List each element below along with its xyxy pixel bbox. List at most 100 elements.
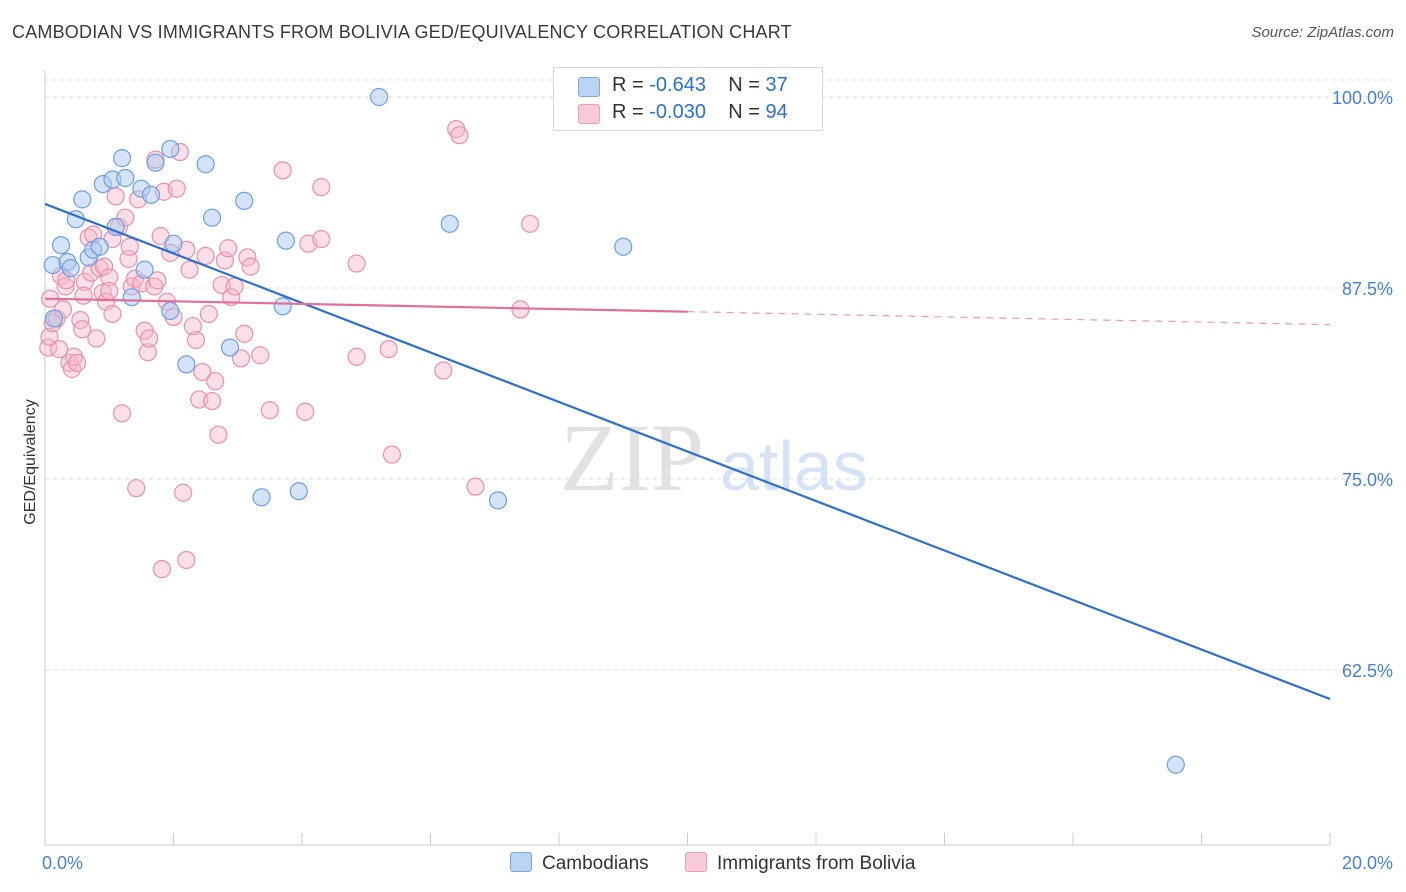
bolivia-point [180, 260, 199, 279]
bolivia-point [209, 425, 228, 444]
cambodian-point [488, 491, 508, 510]
cambodian-point [43, 255, 62, 275]
cambodian-point [141, 185, 161, 204]
bolivia-point [199, 304, 218, 324]
bolivia-point [103, 304, 122, 324]
bolivia-trend-line-extension [687, 311, 1331, 326]
cambodian-point [177, 355, 196, 374]
legend-n-label: N = [728, 101, 766, 123]
bolivia-point [347, 254, 366, 273]
cambodian-point [252, 488, 271, 507]
bolivia-point [450, 126, 469, 145]
bolivia-point [68, 353, 87, 372]
axes [44, 70, 1331, 846]
bolivia-point [139, 329, 159, 348]
bolivia-point [312, 178, 331, 197]
bolivia-point [379, 340, 398, 359]
bolivia-point [520, 214, 540, 233]
trend-lines [44, 202, 1331, 701]
bolivia-point [202, 391, 222, 411]
y-tick-label: 62.5% [1342, 661, 1393, 681]
y-tick-label: 100.0% [1332, 88, 1393, 108]
bolivia-point [100, 281, 119, 301]
x-tick-label: 0.0% [42, 853, 83, 873]
bolivia-point [87, 329, 106, 348]
bottom-legend-label: Immigrants from Bolivia [717, 853, 916, 874]
cambodian-point [235, 191, 254, 211]
bolivia-point [206, 372, 225, 391]
bolivia-point [186, 330, 206, 350]
cambodian-point [90, 237, 109, 256]
cambodian-point [220, 338, 240, 357]
correlation-legend: R = -0.643 N = 37 R = -0.030 N = 94 [553, 67, 823, 131]
legend-r-label: R = [612, 74, 650, 96]
bolivia-point [152, 560, 172, 579]
y-tick-label: 75.0% [1342, 470, 1393, 490]
bottom-legend-swatch-pink [685, 852, 707, 872]
bolivia-point [273, 161, 292, 180]
cambodian-point [116, 168, 135, 188]
legend-swatch-blue [578, 77, 600, 97]
cambodian-point [161, 301, 180, 321]
y-tick-label: 87.5% [1342, 279, 1393, 299]
cambodian-point [370, 87, 389, 107]
bolivia-point [40, 327, 59, 346]
legend-n-label: N = [728, 74, 766, 96]
legend-n-value: 37 [765, 74, 788, 96]
bolivia-point [50, 340, 69, 359]
bolivia-point [106, 187, 125, 206]
bottom-legend-swatch-blue [510, 852, 532, 872]
bolivia-point [74, 286, 93, 305]
cambodian-point [440, 214, 459, 233]
bolivia-point [177, 550, 196, 570]
cambodian-trend-line [44, 202, 1331, 701]
cambodian-point [73, 190, 92, 209]
legend-r-label: R = [612, 101, 650, 123]
y-axis-label: GED/Equivalency [22, 399, 39, 524]
bolivia-point [148, 271, 167, 290]
bolivia-point [167, 179, 186, 198]
cambodian-point [146, 153, 165, 172]
source-credit: Source: ZipAtlas.com [1251, 24, 1394, 41]
bolivia-point [241, 257, 260, 276]
cambodian-point [276, 231, 296, 250]
bolivia-point [127, 479, 146, 498]
cambodian-point [289, 482, 308, 501]
legend-r-value: -0.030 [649, 101, 706, 123]
bolivia-point [112, 404, 132, 423]
bolivia-point [73, 320, 92, 339]
bolivia-point [56, 277, 75, 296]
watermark-zip: ZIP [560, 404, 704, 511]
bolivia-point [434, 361, 453, 380]
bolivia-point [347, 347, 366, 366]
bolivia-point [235, 324, 254, 343]
legend-r-value: -0.643 [649, 74, 706, 96]
bolivia-point [138, 343, 157, 362]
bolivia-point [312, 230, 331, 249]
bottom-legend-bolivia: Immigrants from Bolivia [685, 852, 916, 875]
bolivia-point [466, 477, 485, 496]
cambodian-point [273, 297, 292, 316]
cambodian-point [122, 288, 141, 307]
cambodian-point [112, 149, 132, 168]
bolivia-point [231, 349, 251, 368]
bolivia-point [71, 310, 90, 330]
bolivia-point [174, 483, 193, 502]
bolivia-point [196, 246, 215, 266]
cambodian-point [196, 155, 215, 174]
bolivia-point [225, 277, 244, 296]
bolivia-point [193, 362, 212, 382]
cambodian-point [161, 139, 180, 159]
grid-lines [45, 79, 1392, 671]
cambodian-point [202, 208, 222, 227]
legend-swatch-pink [578, 104, 600, 124]
bolivia-point [382, 445, 402, 464]
cambodian-point [614, 237, 633, 256]
bolivia-point [75, 272, 94, 291]
bolivia-point [260, 401, 279, 420]
bolivia-points [39, 119, 540, 579]
x-tick-label: 20.0% [1342, 853, 1393, 873]
bolivia-point [120, 237, 139, 256]
bolivia-point [100, 268, 119, 287]
bottom-legend-cambodians: Cambodians [510, 852, 649, 875]
